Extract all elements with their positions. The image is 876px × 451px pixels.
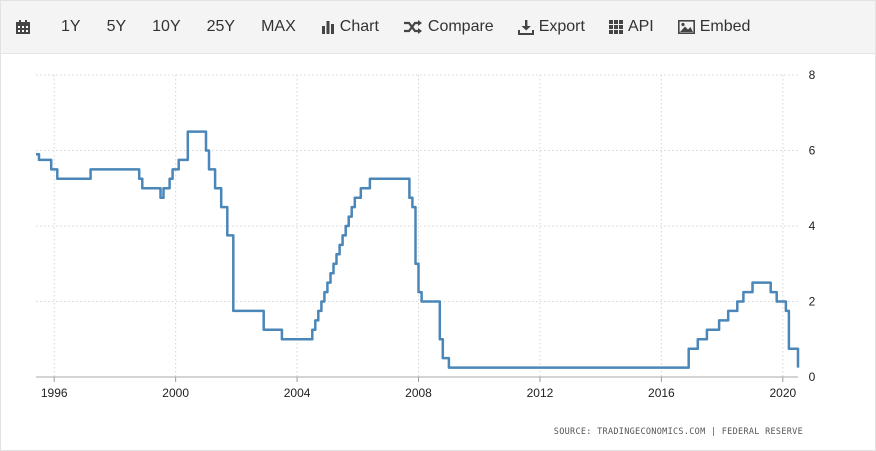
toolbar: 1Y 5Y 10Y 25Y MAX Chart	[1, 1, 875, 54]
y-tick-label: 2	[809, 295, 816, 309]
embed-button-label: Embed	[699, 18, 751, 35]
range-25y-button[interactable]: 25Y	[206, 18, 236, 35]
api-button[interactable]: API	[597, 1, 666, 53]
range-10y-button[interactable]: 10Y	[152, 18, 181, 35]
chart-button-label: Chart	[339, 18, 379, 35]
source-note: SOURCE: TRADINGECONOMICS.COM | FEDERAL R…	[553, 427, 803, 437]
export-button[interactable]: Export	[506, 1, 597, 53]
range-max-button[interactable]: MAX	[261, 18, 296, 35]
line-chart: 0 2 4 6 8 1996 2000 2004 2008 2012 2016 2020	[36, 68, 816, 400]
range-1y-button[interactable]: 1Y	[61, 18, 81, 35]
grid-icon	[608, 20, 623, 34]
x-tick-label: 2008	[405, 386, 432, 400]
download-icon	[517, 19, 534, 35]
y-tick-label: 8	[809, 68, 816, 82]
x-tick-label: 2004	[284, 386, 311, 400]
export-button-label: Export	[538, 18, 585, 35]
shuffle-icon	[403, 20, 423, 34]
compare-button-label: Compare	[427, 18, 494, 35]
calendar-button[interactable]	[1, 1, 48, 53]
x-tick-label: 2000	[162, 386, 189, 400]
x-tick-label: 2016	[648, 386, 675, 400]
x-tick-label: 2012	[527, 386, 554, 400]
chart-button[interactable]: Chart	[309, 1, 391, 53]
image-icon	[677, 20, 695, 34]
x-tick-label: 2020	[769, 386, 796, 400]
y-tick-label: 4	[809, 219, 816, 233]
embed-button[interactable]: Embed	[666, 1, 763, 53]
series-line	[36, 130, 800, 369]
bar-chart-icon	[321, 20, 335, 34]
y-tick-label: 0	[809, 370, 816, 384]
compare-button[interactable]: Compare	[391, 1, 506, 53]
calendar-icon	[15, 19, 31, 35]
y-tick-label: 6	[809, 144, 816, 158]
api-button-label: API	[627, 18, 654, 35]
range-5y-button[interactable]: 5Y	[106, 18, 127, 35]
x-tick-label: 1996	[41, 386, 68, 400]
chart-area: 0 2 4 6 8 1996 2000 2004 2008 2012 2016 2020	[1, 53, 875, 450]
